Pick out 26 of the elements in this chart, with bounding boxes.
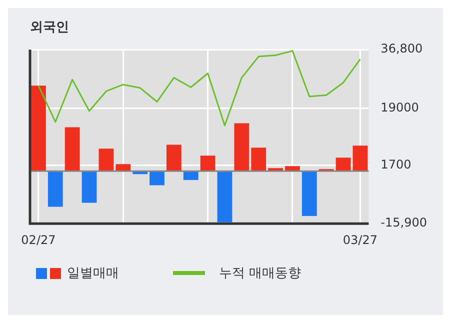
y-tick-label: 19000 [380, 100, 419, 114]
x-tick-label: 03/27 [342, 232, 378, 247]
bar [116, 164, 131, 172]
bar [166, 144, 182, 172]
bar [234, 123, 250, 172]
bar [183, 171, 198, 180]
bar [352, 146, 368, 172]
bar [336, 158, 351, 172]
bar [200, 156, 216, 172]
bar [31, 86, 46, 172]
bar [48, 171, 63, 207]
bar [251, 148, 266, 172]
bar [150, 171, 164, 186]
bar [285, 166, 300, 172]
bar [217, 171, 232, 222]
chart-title: 외국인 [30, 20, 69, 36]
bar [82, 171, 97, 203]
bar [302, 171, 317, 216]
legend-label: 누적 매매동향 [219, 265, 302, 282]
y-tick-label: -15,900 [380, 216, 428, 230]
y-tick-label: 36,800 [380, 42, 423, 56]
y-tick-label: 1700 [380, 158, 412, 172]
bar [64, 127, 80, 172]
x-tick-label: 02/27 [21, 232, 56, 247]
bar [98, 148, 114, 172]
legend-label: 일별매매 [67, 265, 119, 282]
